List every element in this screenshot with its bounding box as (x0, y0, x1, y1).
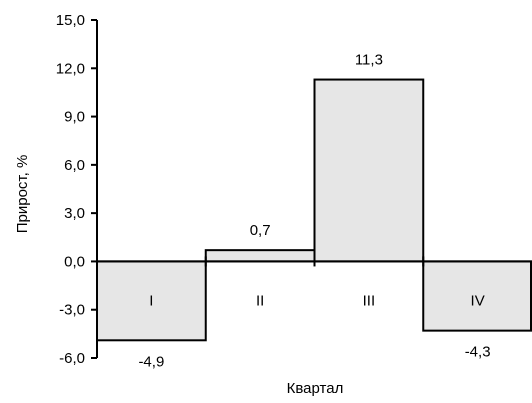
category-labels-group: I II III IV (149, 292, 484, 309)
y-tick-label: 3,0 (64, 205, 85, 222)
y-tick-label: 12,0 (56, 60, 85, 77)
y-tick-label: 0,0 (64, 253, 85, 270)
value-label-1: -4,9 (138, 353, 164, 370)
y-ticks-group: 15,0 12,0 9,0 6,0 3,0 0,0 -3,0 -6,0 (56, 12, 97, 367)
y-tick-label: 15,0 (56, 12, 85, 29)
bar-2 (204, 249, 316, 263)
category-label-1: I (149, 292, 153, 309)
bar-1 (96, 260, 207, 342)
y-axis-label: Прирост, % (14, 155, 31, 234)
bars-group (96, 78, 532, 342)
category-label-3: III (363, 292, 376, 309)
y-tick-label: 9,0 (64, 109, 85, 126)
y-tick-label: -3,0 (59, 302, 85, 319)
value-label-4: -4,3 (465, 344, 491, 361)
value-labels-group: -4,9 0,7 11,3 -4,3 (138, 52, 490, 371)
bar-4 (422, 260, 532, 332)
y-tick-label: 6,0 (64, 157, 85, 174)
value-label-3: 11,3 (355, 52, 383, 69)
value-label-2: 0,7 (250, 222, 271, 239)
category-label-2: II (256, 292, 264, 309)
x-axis-label: Квартал (287, 380, 344, 397)
y-tick-label: -6,0 (59, 350, 85, 367)
category-label-4: IV (471, 292, 485, 309)
bar-3 (313, 78, 425, 263)
